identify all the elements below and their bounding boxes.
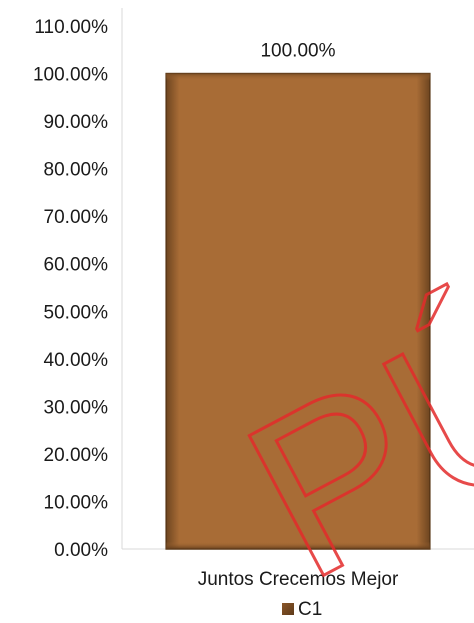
legend: C1 [282,599,322,620]
labels: 100.00% Juntos Crecemos Mejor [198,41,399,590]
bar-bevel [166,73,430,549]
y-tick-label: 50.00% [44,302,109,323]
y-tick-label: 30.00% [44,397,109,418]
bars [165,72,431,550]
legend-swatch [282,603,294,615]
y-tick-label: 90.00% [44,112,109,133]
y-tick-label: 100.00% [33,65,108,86]
axes: 0.00% 10.00% 20.00% 30.00% 40.00% 50.00% 60.00… [33,8,474,561]
y-tick-label: 10.00% [44,492,109,513]
y-tick-label: 80.00% [44,160,109,181]
y-tick-label: 20.00% [44,445,109,466]
y-tick-label: 70.00% [44,207,109,228]
y-tick-label: 60.00% [44,255,109,276]
data-label: 100.00% [260,41,335,62]
y-tick-label: 110.00% [34,17,108,38]
legend-label: C1 [298,599,322,620]
x-category-label: Juntos Crecemos Mejor [198,569,399,590]
y-tick-label: 0.00% [54,540,108,561]
y-tick-label: 40.00% [44,350,109,371]
